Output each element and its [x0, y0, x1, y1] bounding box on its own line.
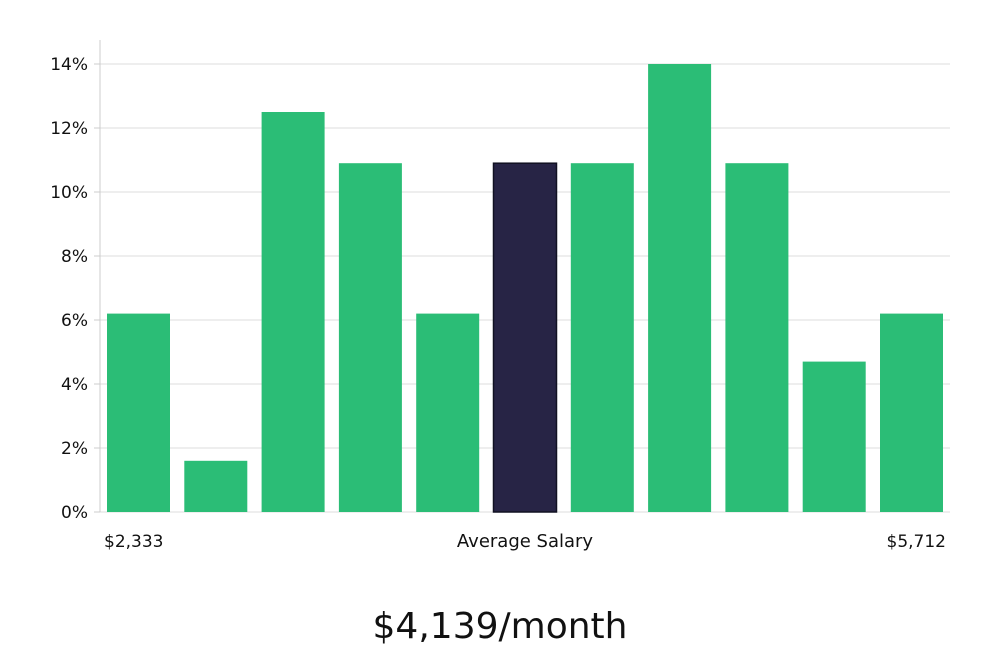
y-tick-label: 14% [50, 55, 88, 75]
bar [648, 64, 712, 512]
salary-histogram-chart: 0% 2% 4% 6% 8% 10% 12% 14% $2,333 Average Salar… [50, 40, 950, 552]
y-tick-label: 10% [50, 183, 88, 203]
y-tick-label: 0% [61, 503, 88, 523]
x-axis-title: Average Salary [457, 531, 594, 552]
x-min-label: $2,333 [104, 532, 163, 552]
bar [570, 163, 634, 512]
y-tick-label: 2% [61, 439, 88, 459]
x-max-label: $5,712 [887, 532, 946, 552]
bar [184, 460, 248, 512]
bars [107, 64, 943, 513]
bar [261, 112, 325, 512]
y-tick-label: 4% [61, 375, 88, 395]
bar [338, 163, 402, 512]
y-tick-label: 12% [50, 119, 88, 139]
bar [725, 163, 789, 512]
bar-highlighted [492, 162, 558, 513]
y-tick-label: 6% [61, 311, 88, 331]
y-axis-ticks: 0% 2% 4% 6% 8% 10% 12% 14% [50, 55, 100, 523]
bar [416, 313, 480, 512]
average-salary-value: $4,139/month [372, 606, 628, 647]
bar [802, 361, 866, 512]
bar [107, 313, 170, 512]
bar [880, 313, 943, 512]
y-tick-label: 8% [61, 247, 88, 267]
